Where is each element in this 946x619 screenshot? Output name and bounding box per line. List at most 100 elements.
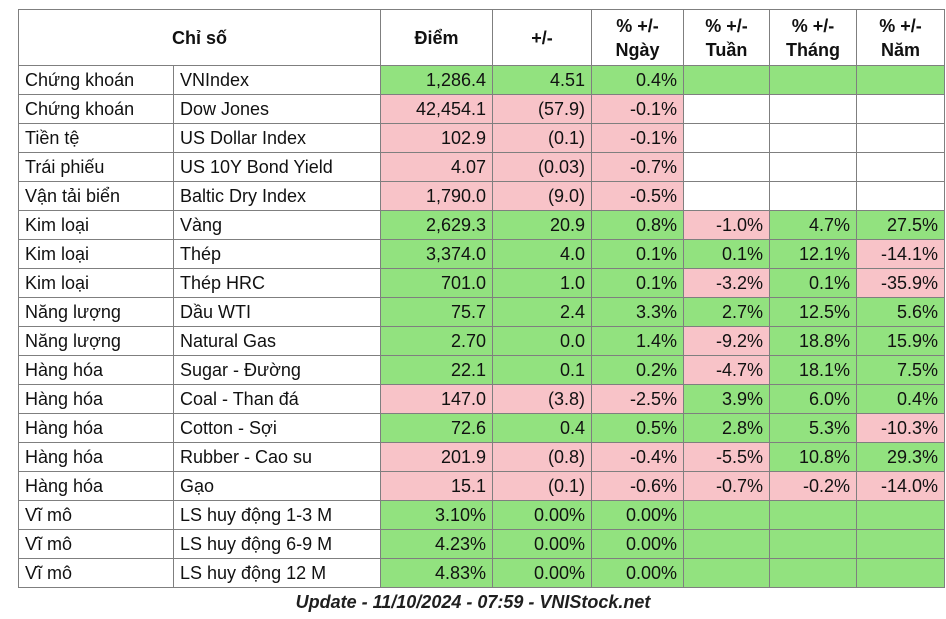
row-category: Chứng khoán [18,65,174,95]
cell-month [769,529,858,559]
cell-month: 12.5% [769,297,858,327]
cell-day: 0.1% [591,268,685,298]
row-category: Tiền tệ [18,123,174,153]
cell-change: 2.4 [492,297,593,327]
cell-month: 5.3% [769,413,858,443]
row-instrument: Cotton - Sợi [172,413,382,443]
cell-change: 4.51 [492,65,593,95]
table-row: Hàng hóa Rubber - Cao su 201.9 (0.8) -0.4% -5… [18,442,946,472]
cell-month [769,500,858,530]
cell-month [769,152,858,182]
row-category: Hàng hóa [18,442,174,472]
cell-day: 0.4% [591,65,685,95]
cell-points: 2.70 [380,326,494,356]
row-instrument: Dow Jones [172,94,382,124]
table-row: Hàng hóa Cotton - Sợi 72.6 0.4 0.5% 2.8% 5.3% -… [18,413,946,443]
cell-year [856,181,946,211]
cell-points: 22.1 [380,355,494,385]
cell-points: 42,454.1 [380,94,494,124]
cell-change: 0.00% [492,500,593,530]
row-instrument: Natural Gas [172,326,382,356]
row-instrument: LS huy động 12 M [172,558,382,588]
row-instrument: Baltic Dry Index [172,181,382,211]
cell-year: 27.5% [856,210,946,240]
row-category: Trái phiếu [18,152,174,182]
row-instrument: Coal - Than đá [172,384,382,414]
cell-change: 0.00% [492,529,593,559]
cell-change: 4.0 [492,239,593,269]
cell-day: 0.5% [591,413,685,443]
cell-points: 3,374.0 [380,239,494,269]
cell-month [769,123,858,153]
header-points: Điểm [380,9,494,66]
cell-change: (0.1) [492,123,593,153]
row-category: Năng lượng [18,326,174,356]
cell-day: 0.00% [591,558,685,588]
cell-month: 0.1% [769,268,858,298]
row-category: Hàng hóa [18,413,174,443]
cell-week [683,123,771,153]
cell-year [856,500,946,530]
row-category: Chứng khoán [18,94,174,124]
table-row: Hàng hóa Gạo 15.1 (0.1) -0.6% -0.7% -0.2% -14.0… [18,471,946,501]
row-category: Vận tải biển [18,181,174,211]
cell-week [683,152,771,182]
table-row: Trái phiếu US 10Y Bond Yield 4.07 (0.03) -0.… [18,152,946,182]
update-footer: Update - 11/10/2024 - 07:59 - VNIStock.n… [295,592,651,612]
cell-year: 29.3% [856,442,946,472]
table-row: Năng lượng Dầu WTI 75.7 2.4 3.3% 2.7% 12.5% 5.6… [18,297,946,327]
row-category: Hàng hóa [18,355,174,385]
row-category: Hàng hóa [18,384,174,414]
table-row: Hàng hóa Coal - Than đá 147.0 (3.8) -2.5% 3.9… [18,384,946,414]
cell-month: -0.2% [769,471,858,501]
header-index: Chỉ số [17,9,382,66]
cell-change: (57.9) [492,94,593,124]
cell-points: 3.10% [380,500,494,530]
cell-year: 7.5% [856,355,946,385]
cell-day: -0.6% [591,471,685,501]
row-category: Hàng hóa [18,471,174,501]
cell-day: -0.5% [591,181,685,211]
cell-month: 18.1% [769,355,858,385]
cell-points: 201.9 [380,442,494,472]
cell-year: -14.1% [856,239,946,269]
row-instrument: Gạo [172,471,382,501]
row-category: Kim loại [18,210,174,240]
row-category: Năng lượng [18,297,174,327]
cell-points: 4.83% [380,558,494,588]
cell-year [856,152,946,182]
table-row: Chứng khoán Dow Jones 42,454.1 (57.9) -0.1% [18,94,946,124]
cell-week: -9.2% [683,326,771,356]
row-instrument: US 10Y Bond Yield [172,152,382,182]
row-instrument: LS huy động 1-3 M [172,500,382,530]
header-pct-day: % +/- Ngày [591,9,685,66]
row-category: Kim loại [18,268,174,298]
cell-points: 1,286.4 [380,65,494,95]
cell-year [856,558,946,588]
row-instrument: Thép HRC [172,268,382,298]
cell-week: -3.2% [683,268,771,298]
cell-year [856,529,946,559]
cell-month: 18.8% [769,326,858,356]
cell-points: 72.6 [380,413,494,443]
cell-day: 0.00% [591,529,685,559]
cell-day: 0.1% [591,239,685,269]
cell-change: 1.0 [492,268,593,298]
cell-week [683,529,771,559]
cell-day: 3.3% [591,297,685,327]
cell-week: 2.8% [683,413,771,443]
cell-points: 1,790.0 [380,181,494,211]
cell-change: 0.00% [492,558,593,588]
cell-year: -14.0% [856,471,946,501]
cell-points: 147.0 [380,384,494,414]
header-change: +/- [492,9,593,66]
cell-day: -0.1% [591,123,685,153]
cell-year: -35.9% [856,268,946,298]
table-row: Vĩ mô LS huy động 12 M 4.83% 0.00% 0.00% [18,558,946,588]
cell-week: 0.1% [683,239,771,269]
table-row: Vận tải biển Baltic Dry Index 1,790.0 (9.0)… [18,181,946,211]
cell-day: 0.8% [591,210,685,240]
row-instrument: Dầu WTI [172,297,382,327]
cell-week [683,65,771,95]
cell-change: (0.1) [492,471,593,501]
